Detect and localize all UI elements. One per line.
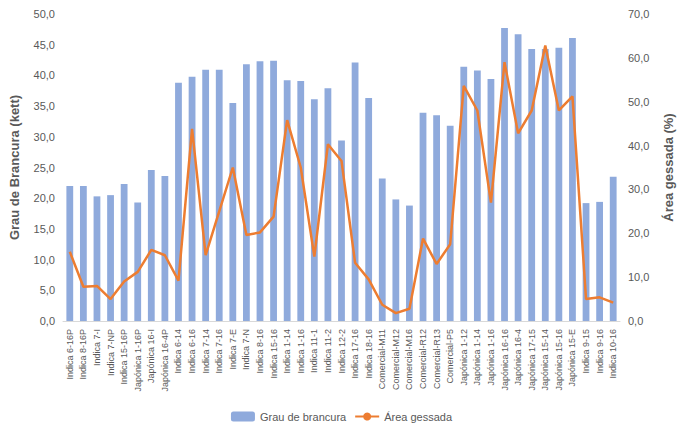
svg-text:0,0: 0,0 bbox=[40, 315, 55, 327]
svg-text:Indica 9-15: Indica 9-15 bbox=[581, 329, 591, 374]
svg-text:Japónica 15-16: Japónica 15-16 bbox=[554, 329, 564, 391]
svg-text:Indica 8-16P: Indica 8-16P bbox=[78, 329, 88, 380]
svg-text:Área gessada: Área gessada bbox=[384, 411, 453, 423]
svg-text:Indica 6-16: Indica 6-16 bbox=[187, 329, 197, 374]
svg-text:Indica 18-16: Indica 18-16 bbox=[364, 329, 374, 379]
svg-text:30,0: 30,0 bbox=[34, 131, 55, 143]
svg-text:Área gessada (%): Área gessada (%) bbox=[661, 113, 676, 221]
svg-text:35,0: 35,0 bbox=[34, 100, 55, 112]
svg-text:Japónica 1-16: Japónica 1-16 bbox=[486, 329, 496, 386]
svg-text:60,0: 60,0 bbox=[628, 52, 649, 64]
svg-text:Grau de Brancura (kett): Grau de Brancura (kett) bbox=[7, 95, 22, 240]
svg-text:Indica 7-16: Indica 7-16 bbox=[214, 329, 224, 374]
svg-text:20,0: 20,0 bbox=[628, 227, 649, 239]
svg-text:25,0: 25,0 bbox=[34, 162, 55, 174]
svg-text:Indica 11-1: Indica 11-1 bbox=[309, 329, 319, 373]
svg-text:40,0: 40,0 bbox=[34, 69, 55, 81]
svg-text:0,0: 0,0 bbox=[628, 315, 643, 327]
svg-text:5,0: 5,0 bbox=[40, 284, 55, 296]
svg-text:Indica 11-2: Indica 11-2 bbox=[323, 329, 333, 373]
svg-text:Comercial-M16: Comercial-M16 bbox=[404, 329, 414, 390]
svg-text:Indica 17-16: Indica 17-16 bbox=[350, 329, 360, 379]
svg-text:Indica 1-14: Indica 1-14 bbox=[282, 329, 292, 374]
svg-text:Japónica 16-4: Japónica 16-4 bbox=[513, 329, 523, 386]
svg-text:Indica 6-14: Indica 6-14 bbox=[173, 329, 183, 374]
svg-text:Japónica 15-E: Japónica 15-E bbox=[567, 329, 577, 387]
svg-text:50,0: 50,0 bbox=[628, 96, 649, 108]
svg-text:50,0: 50,0 bbox=[34, 8, 55, 20]
svg-text:Comercial-M11: Comercial-M11 bbox=[377, 329, 387, 389]
svg-text:Comercial-R13: Comercial-R13 bbox=[432, 329, 442, 389]
svg-text:Japónica 16-16: Japónica 16-16 bbox=[500, 329, 510, 391]
svg-text:30,0: 30,0 bbox=[628, 183, 649, 195]
svg-text:10,0: 10,0 bbox=[628, 271, 649, 283]
svg-text:Indica 8-16: Indica 8-16 bbox=[255, 329, 265, 374]
svg-text:Indica 7-I: Indica 7-I bbox=[92, 329, 102, 366]
svg-text:10,0: 10,0 bbox=[34, 254, 55, 266]
svg-text:Japónica 16-4P: Japónica 16-4P bbox=[160, 329, 170, 392]
svg-text:20,0: 20,0 bbox=[34, 192, 55, 204]
svg-text:Japónica 1-16P: Japónica 1-16P bbox=[133, 329, 143, 392]
svg-text:Indica 9-16: Indica 9-16 bbox=[595, 329, 605, 374]
svg-text:Japónica 1-12: Japónica 1-12 bbox=[459, 329, 469, 386]
svg-text:Indica 6-16P: Indica 6-16P bbox=[65, 329, 75, 380]
svg-text:Comercial-R12: Comercial-R12 bbox=[418, 329, 428, 389]
svg-text:Indica 1-16: Indica 1-16 bbox=[296, 329, 306, 374]
svg-text:40,0: 40,0 bbox=[628, 140, 649, 152]
svg-text:45,0: 45,0 bbox=[34, 39, 55, 51]
svg-text:Indica 10-16: Indica 10-16 bbox=[608, 329, 618, 379]
svg-text:Indica 15-16: Indica 15-16 bbox=[269, 329, 279, 379]
svg-text:Indica 7-NP: Indica 7-NP bbox=[106, 329, 116, 376]
svg-text:Indica 7-E: Indica 7-E bbox=[228, 329, 238, 370]
svg-text:Japónica 17-15: Japónica 17-15 bbox=[527, 329, 537, 391]
svg-text:70,0: 70,0 bbox=[628, 8, 649, 20]
svg-text:Indica 7-N: Indica 7-N bbox=[241, 329, 251, 370]
svg-text:15,0: 15,0 bbox=[34, 223, 55, 235]
svg-text:Japónica 1-14: Japónica 1-14 bbox=[472, 329, 482, 386]
svg-text:Grau de brancura: Grau de brancura bbox=[260, 411, 347, 423]
svg-text:Japónica 16-I: Japónica 16-I bbox=[146, 329, 156, 383]
svg-text:Japónica 15-14: Japónica 15-14 bbox=[540, 329, 550, 391]
svg-text:Indica 7-14: Indica 7-14 bbox=[201, 329, 211, 374]
svg-text:Indica 12-2: Indica 12-2 bbox=[337, 329, 347, 374]
svg-text:Comercial-M12: Comercial-M12 bbox=[391, 329, 401, 390]
svg-text:Indica 15-16P: Indica 15-16P bbox=[119, 329, 129, 385]
svg-text:Comercial-P5: Comercial-P5 bbox=[445, 329, 455, 384]
